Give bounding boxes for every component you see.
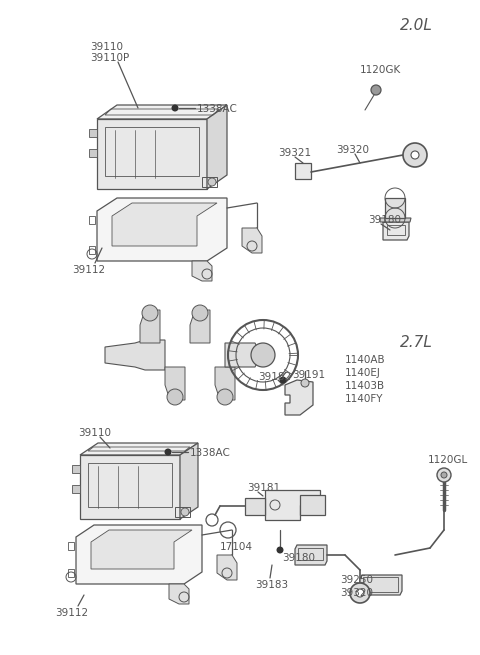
Bar — [68, 542, 74, 550]
Text: 39110: 39110 — [78, 428, 111, 438]
Text: 39181: 39181 — [247, 483, 280, 493]
Bar — [295, 163, 311, 179]
Polygon shape — [245, 498, 265, 515]
Circle shape — [276, 546, 284, 553]
Polygon shape — [295, 545, 327, 565]
Text: 1140FY: 1140FY — [345, 394, 384, 404]
Text: 39110: 39110 — [90, 42, 123, 52]
Polygon shape — [97, 198, 227, 261]
Text: 39321: 39321 — [278, 148, 311, 158]
Bar — [89, 246, 95, 254]
Circle shape — [301, 379, 309, 387]
Text: 1338AC: 1338AC — [190, 448, 231, 458]
Polygon shape — [169, 584, 189, 604]
Circle shape — [208, 178, 216, 186]
Text: 1120GL: 1120GL — [428, 455, 468, 465]
Text: 1140EJ: 1140EJ — [345, 368, 381, 378]
Text: 1338AC: 1338AC — [197, 104, 238, 114]
Circle shape — [142, 305, 158, 321]
Circle shape — [251, 343, 275, 367]
Polygon shape — [112, 203, 217, 246]
Text: 39183: 39183 — [255, 580, 288, 590]
Polygon shape — [242, 228, 262, 253]
Text: 39250: 39250 — [340, 575, 373, 585]
Polygon shape — [80, 455, 180, 519]
Circle shape — [167, 389, 183, 405]
Polygon shape — [225, 343, 257, 367]
Bar — [387, 225, 405, 235]
Bar — [175, 507, 190, 517]
Text: 1120GK: 1120GK — [360, 65, 401, 75]
Circle shape — [181, 508, 189, 516]
Text: 39320: 39320 — [340, 588, 373, 598]
Text: 39112: 39112 — [72, 265, 105, 275]
Polygon shape — [80, 443, 198, 455]
Text: 1140AB: 1140AB — [345, 355, 385, 365]
Bar — [72, 485, 80, 493]
Polygon shape — [207, 105, 227, 189]
Circle shape — [437, 468, 451, 482]
Text: 2.7L: 2.7L — [400, 335, 433, 350]
Circle shape — [217, 389, 233, 405]
Polygon shape — [285, 380, 313, 415]
Bar — [88, 463, 172, 507]
Text: 39110P: 39110P — [90, 53, 129, 63]
Polygon shape — [97, 105, 227, 119]
Polygon shape — [190, 310, 210, 343]
Circle shape — [356, 589, 364, 597]
Text: 11403B: 11403B — [345, 381, 385, 391]
Polygon shape — [215, 367, 235, 400]
Circle shape — [441, 472, 447, 478]
Polygon shape — [91, 530, 192, 569]
Bar — [68, 569, 74, 577]
Bar — [89, 149, 97, 157]
Bar — [363, 577, 398, 592]
Polygon shape — [192, 261, 212, 281]
Text: 39112: 39112 — [55, 608, 88, 618]
Text: 39182: 39182 — [258, 372, 291, 382]
Polygon shape — [76, 525, 202, 584]
Text: 39180: 39180 — [368, 215, 401, 225]
Text: 39180: 39180 — [282, 553, 315, 563]
Bar — [202, 177, 217, 187]
Polygon shape — [217, 555, 237, 580]
Circle shape — [165, 449, 171, 455]
Bar — [89, 129, 97, 137]
Polygon shape — [165, 367, 185, 400]
Polygon shape — [97, 119, 207, 189]
Circle shape — [192, 305, 208, 321]
Polygon shape — [140, 310, 160, 343]
Circle shape — [350, 583, 370, 603]
Polygon shape — [180, 443, 198, 519]
Polygon shape — [265, 490, 320, 520]
Circle shape — [171, 105, 179, 111]
Bar — [105, 127, 199, 176]
Circle shape — [371, 85, 381, 95]
Circle shape — [403, 143, 427, 167]
Polygon shape — [300, 495, 325, 515]
Bar — [89, 216, 95, 224]
Polygon shape — [105, 340, 165, 370]
Text: 2.0L: 2.0L — [400, 18, 433, 33]
Text: 39191: 39191 — [292, 370, 325, 380]
Circle shape — [411, 151, 419, 159]
Polygon shape — [385, 198, 405, 218]
Text: 39320: 39320 — [336, 145, 369, 155]
Polygon shape — [360, 575, 402, 595]
Circle shape — [279, 377, 287, 383]
Bar — [298, 548, 323, 560]
Text: 17104: 17104 — [220, 542, 253, 552]
Polygon shape — [380, 218, 411, 222]
Bar — [72, 465, 80, 473]
Polygon shape — [383, 222, 409, 240]
